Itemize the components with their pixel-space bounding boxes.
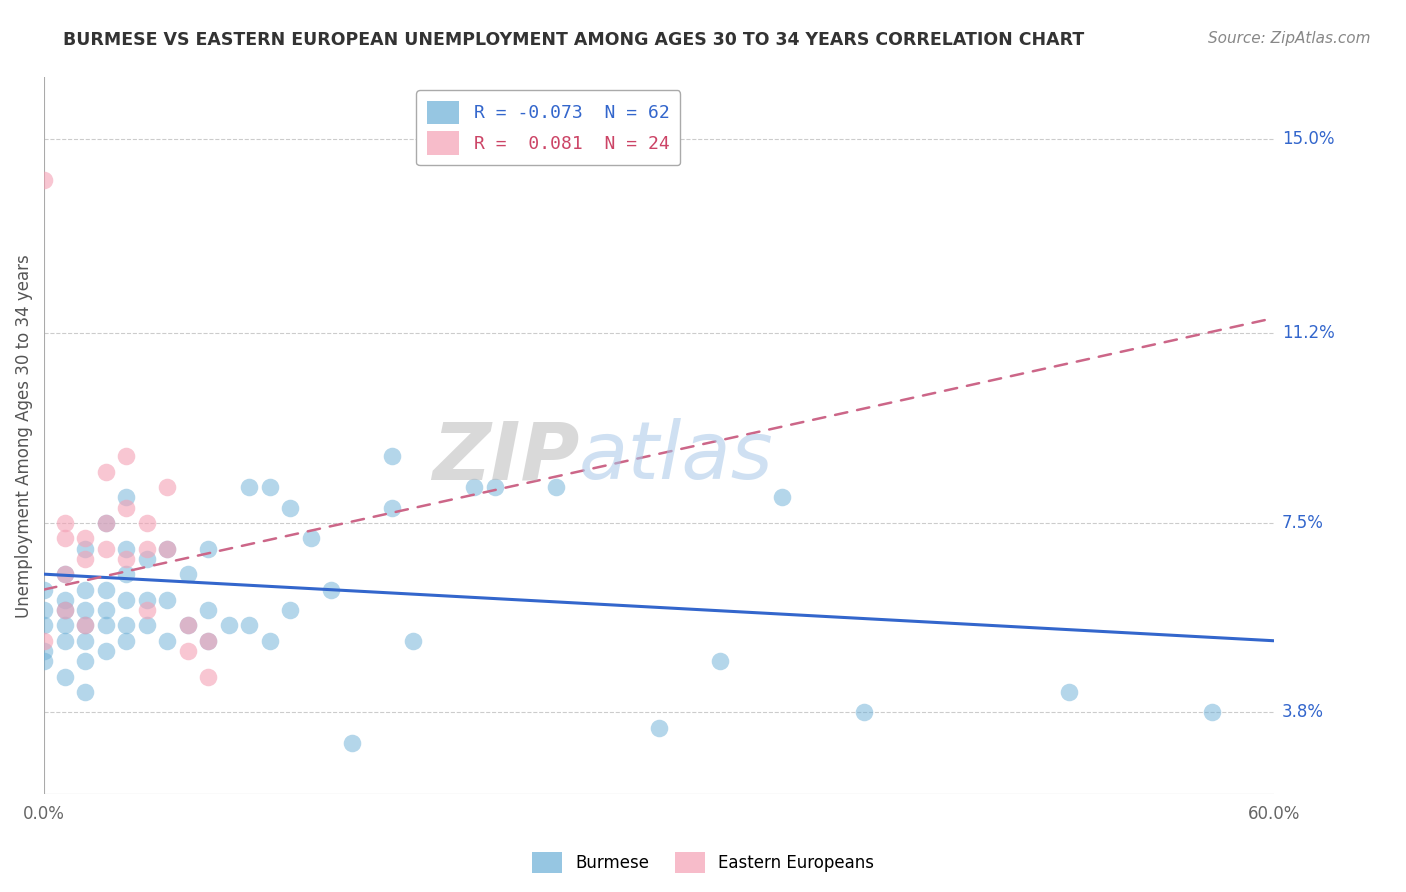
Point	[135, 603, 157, 617]
Point	[94, 465, 117, 479]
Y-axis label: Unemployment Among Ages 30 to 34 years: Unemployment Among Ages 30 to 34 years	[15, 254, 32, 618]
Point	[115, 567, 138, 582]
Point	[259, 480, 281, 494]
Point	[32, 654, 55, 668]
Text: Source: ZipAtlas.com: Source: ZipAtlas.com	[1208, 31, 1371, 46]
Point	[75, 551, 97, 566]
Text: 15.0%: 15.0%	[1282, 130, 1334, 148]
Point	[197, 633, 219, 648]
Point	[115, 633, 138, 648]
Point	[238, 480, 260, 494]
Text: BURMESE VS EASTERN EUROPEAN UNEMPLOYMENT AMONG AGES 30 TO 34 YEARS CORRELATION C: BURMESE VS EASTERN EUROPEAN UNEMPLOYMENT…	[63, 31, 1084, 49]
Point	[94, 644, 117, 658]
Point	[115, 450, 138, 464]
Point	[115, 541, 138, 556]
Point	[75, 654, 97, 668]
Point	[32, 618, 55, 632]
Point	[53, 633, 76, 648]
Point	[1057, 685, 1080, 699]
Point	[53, 592, 76, 607]
Point	[852, 706, 875, 720]
Point	[176, 567, 198, 582]
Point	[75, 685, 97, 699]
Point	[402, 633, 425, 648]
Point	[53, 603, 76, 617]
Point	[319, 582, 342, 597]
Point	[197, 541, 219, 556]
Point	[94, 516, 117, 530]
Point	[94, 516, 117, 530]
Point	[32, 173, 55, 187]
Point	[53, 603, 76, 617]
Point	[75, 618, 97, 632]
Point	[381, 450, 404, 464]
Point	[770, 491, 793, 505]
Point	[1201, 706, 1223, 720]
Point	[135, 551, 157, 566]
Point	[709, 654, 731, 668]
Point	[463, 480, 485, 494]
Text: 11.2%: 11.2%	[1282, 325, 1334, 343]
Point	[53, 670, 76, 684]
Point	[53, 516, 76, 530]
Point	[75, 603, 97, 617]
Point	[115, 551, 138, 566]
Point	[32, 633, 55, 648]
Point	[75, 541, 97, 556]
Point	[94, 618, 117, 632]
Point	[135, 592, 157, 607]
Text: ZIP: ZIP	[432, 418, 579, 497]
Point	[75, 633, 97, 648]
Point	[53, 567, 76, 582]
Point	[648, 721, 671, 735]
Point	[75, 582, 97, 597]
Point	[156, 633, 179, 648]
Point	[156, 541, 179, 556]
Text: 7.5%: 7.5%	[1282, 514, 1324, 532]
Point	[156, 592, 179, 607]
Point	[75, 618, 97, 632]
Point	[340, 736, 363, 750]
Point	[259, 633, 281, 648]
Point	[197, 603, 219, 617]
Point	[197, 670, 219, 684]
Point	[135, 618, 157, 632]
Legend: Burmese, Eastern Europeans: Burmese, Eastern Europeans	[526, 846, 880, 880]
Point	[32, 644, 55, 658]
Point	[32, 582, 55, 597]
Point	[299, 532, 322, 546]
Point	[75, 532, 97, 546]
Point	[238, 618, 260, 632]
Point	[381, 500, 404, 515]
Point	[156, 480, 179, 494]
Text: 3.8%: 3.8%	[1282, 704, 1324, 722]
Text: atlas: atlas	[579, 418, 773, 497]
Point	[94, 603, 117, 617]
Point	[115, 618, 138, 632]
Point	[176, 618, 198, 632]
Point	[115, 500, 138, 515]
Point	[156, 541, 179, 556]
Point	[135, 541, 157, 556]
Point	[278, 603, 301, 617]
Point	[53, 567, 76, 582]
Point	[484, 480, 506, 494]
Point	[197, 633, 219, 648]
Point	[176, 644, 198, 658]
Legend: R = -0.073  N = 62, R =  0.081  N = 24: R = -0.073 N = 62, R = 0.081 N = 24	[416, 90, 681, 165]
Point	[53, 532, 76, 546]
Point	[218, 618, 240, 632]
Point	[115, 592, 138, 607]
Point	[94, 541, 117, 556]
Point	[135, 516, 157, 530]
Point	[278, 500, 301, 515]
Point	[94, 582, 117, 597]
Point	[546, 480, 568, 494]
Point	[53, 618, 76, 632]
Point	[115, 491, 138, 505]
Point	[176, 618, 198, 632]
Point	[32, 603, 55, 617]
